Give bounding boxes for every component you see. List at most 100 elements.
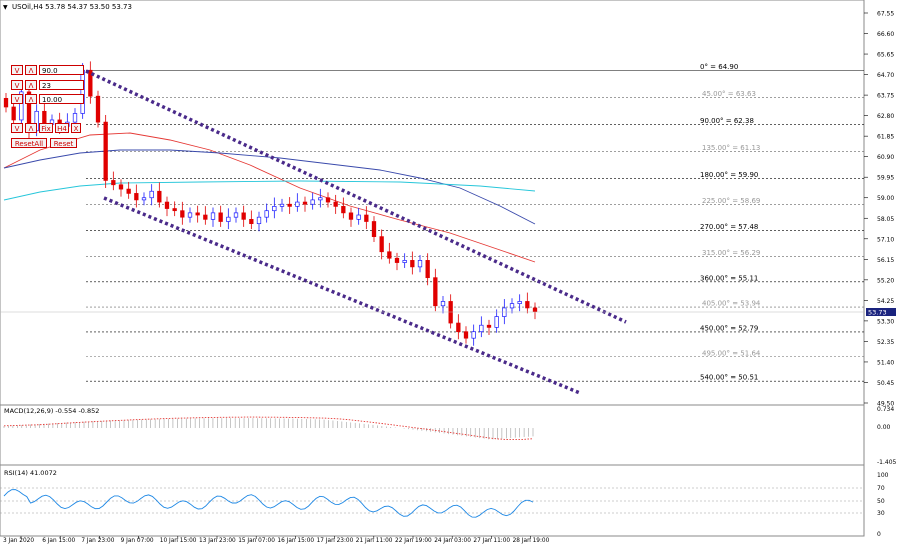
timeframe-button[interactable]: H4 — [55, 123, 69, 133]
row2-down-button[interactable]: V — [11, 80, 23, 90]
row4-down-button[interactable]: V — [11, 123, 23, 133]
gann-level-label: 180.00° = 59.90 — [700, 171, 758, 179]
rsi-line — [3, 489, 534, 518]
candle-body — [341, 206, 346, 214]
fix-button[interactable]: Fix — [39, 123, 53, 133]
candle-body — [379, 236, 384, 253]
candle-body — [126, 188, 131, 194]
gann-level-label: 315.00° = 56.29 — [702, 249, 760, 257]
candle-body — [19, 91, 24, 121]
candle-body — [310, 199, 315, 205]
candle-body — [3, 97, 9, 108]
candle-body — [387, 251, 392, 259]
price-tick-label: 61.85 — [877, 134, 894, 141]
row4-up-button[interactable]: Λ — [25, 123, 37, 133]
rsi-title: RSI(14) 41.0072 — [4, 469, 57, 477]
row2-up-button[interactable]: Λ — [25, 80, 37, 90]
candle-body — [348, 212, 354, 220]
count-field[interactable]: 23 — [39, 80, 84, 90]
rsi-tick-label: 30 — [877, 510, 885, 517]
time-tick-label: 15 Jan 07:00 — [238, 538, 275, 544]
candle-body — [302, 201, 308, 205]
gann-level-label: 360.00° = 55.11 — [700, 274, 758, 282]
ma-blue-line — [3, 149, 536, 225]
candle-body — [364, 214, 369, 222]
time-tick-label: 17 Jan 23:00 — [317, 538, 354, 544]
candle-body — [425, 260, 430, 279]
price-tick-label: 50.45 — [877, 380, 894, 387]
candle-body — [80, 69, 85, 114]
candle-body — [440, 301, 446, 307]
row3-down-button[interactable]: V — [11, 94, 23, 104]
price-tick-label: 67.55 — [877, 11, 894, 18]
time-tick-label: 6 Jan 15:00 — [42, 538, 75, 544]
gann-level-label: 135.00° = 61.13 — [702, 144, 760, 152]
gann-level-label: 450.00° = 52.79 — [700, 324, 758, 332]
row3-up-button[interactable]: Λ — [25, 94, 37, 104]
candle-body — [402, 260, 407, 263]
candle-body — [118, 184, 124, 190]
price-tick-label: 60.90 — [877, 154, 894, 161]
rsi-tick-label: 70 — [877, 485, 885, 492]
candle-body — [88, 69, 93, 97]
candle-body — [149, 190, 154, 199]
symbol-ohlc-line: USOil,H4 53.78 54.37 53.50 53.73 — [12, 3, 132, 11]
macd-signal-line — [3, 416, 534, 441]
angle-field[interactable]: 90.0 — [39, 65, 84, 75]
time-axis: 3 Jan 2020 6 Jan 15:00 7 Jan 23:00 9 Jan 07… — [3, 536, 550, 544]
candle-body — [272, 206, 277, 212]
candle-body — [134, 193, 139, 201]
price-tick-label: 57.10 — [877, 236, 894, 243]
candle-body — [433, 277, 438, 307]
candle-body — [180, 210, 185, 218]
gann-level-label: 90.00° = 62.38 — [700, 117, 754, 125]
trend-channel[interactable] — [85, 69, 627, 395]
candle-body — [494, 316, 499, 328]
price-tick-label: 62.80 — [877, 113, 894, 120]
candle-body — [532, 307, 538, 312]
price-tick-label: 53.30 — [877, 318, 894, 325]
time-tick-label: 28 Jan 19:00 — [513, 538, 550, 544]
price-tick-label: 54.25 — [877, 298, 894, 305]
time-tick-label: 21 Jan 11:00 — [356, 538, 393, 544]
row1-down-button[interactable]: V — [11, 65, 23, 75]
price-tick-label: 66.60 — [877, 31, 894, 38]
rsi-pane — [0, 464, 865, 537]
candle-body — [226, 216, 231, 222]
row1-up-button[interactable]: Λ — [25, 65, 37, 75]
candles — [3, 61, 538, 346]
reset-button[interactable]: Reset — [50, 138, 77, 148]
time-tick-label: 10 Jan 15:00 — [160, 538, 197, 544]
candle-body — [479, 324, 484, 333]
price-tick-label: 49.50 — [877, 401, 894, 408]
rsi-axis: 100 70 50 30 0 — [877, 472, 889, 538]
candle-body — [394, 257, 400, 263]
candle-body — [72, 113, 78, 123]
candle-body — [111, 180, 116, 186]
price-tick-label: 64.70 — [877, 72, 894, 79]
price-tick-label: 58.05 — [877, 216, 894, 223]
gann-level-label: 270.00° = 57.48 — [700, 223, 758, 231]
reset-all-button[interactable]: ResetAll — [11, 138, 47, 148]
candle-body — [295, 201, 300, 207]
ma-cyan-line — [3, 180, 536, 201]
close-button[interactable]: X — [71, 123, 81, 133]
candle-body — [157, 190, 162, 203]
candle-body — [95, 95, 101, 123]
price-tick-label: 59.95 — [877, 175, 894, 182]
gann-level-label: 45.00° = 63.63 — [702, 90, 756, 98]
price-tick-label: 65.65 — [877, 52, 894, 59]
candle-body — [456, 322, 461, 333]
moving-averages — [3, 132, 536, 263]
price-axis: 67.55 66.60 65.65 64.70 63.75 62.80 61.85 60.90… — [864, 11, 894, 408]
dropdown-icon[interactable]: ▼ — [3, 4, 8, 11]
step-field[interactable]: 10.00 — [39, 94, 84, 104]
candle-body — [333, 201, 338, 207]
gann-level-label: 540.00° = 50.51 — [700, 374, 758, 382]
macd-tick-label: 0.00 — [877, 424, 891, 431]
candle-body — [509, 303, 515, 309]
time-tick-label: 13 Jan 23:00 — [199, 538, 236, 544]
time-tick-label: 7 Jan 23:00 — [81, 538, 114, 544]
